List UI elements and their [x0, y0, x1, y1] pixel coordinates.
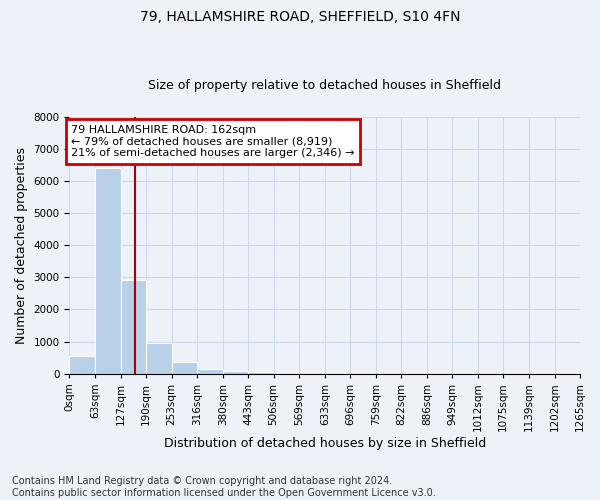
Bar [146, 342, 172, 374]
Bar [121, 280, 146, 374]
Bar [197, 369, 223, 374]
Bar [223, 372, 248, 374]
Text: 79 HALLAMSHIRE ROAD: 162sqm
← 79% of detached houses are smaller (8,919)
21% of : 79 HALLAMSHIRE ROAD: 162sqm ← 79% of det… [71, 125, 355, 158]
Text: 79, HALLAMSHIRE ROAD, SHEFFIELD, S10 4FN: 79, HALLAMSHIRE ROAD, SHEFFIELD, S10 4FN [140, 10, 460, 24]
Bar [248, 372, 274, 374]
Text: Contains HM Land Registry data © Crown copyright and database right 2024.
Contai: Contains HM Land Registry data © Crown c… [12, 476, 436, 498]
Bar [172, 362, 197, 374]
X-axis label: Distribution of detached houses by size in Sheffield: Distribution of detached houses by size … [164, 437, 486, 450]
Title: Size of property relative to detached houses in Sheffield: Size of property relative to detached ho… [148, 79, 501, 92]
Bar [70, 356, 95, 374]
Y-axis label: Number of detached properties: Number of detached properties [15, 146, 28, 344]
Bar [95, 168, 121, 374]
